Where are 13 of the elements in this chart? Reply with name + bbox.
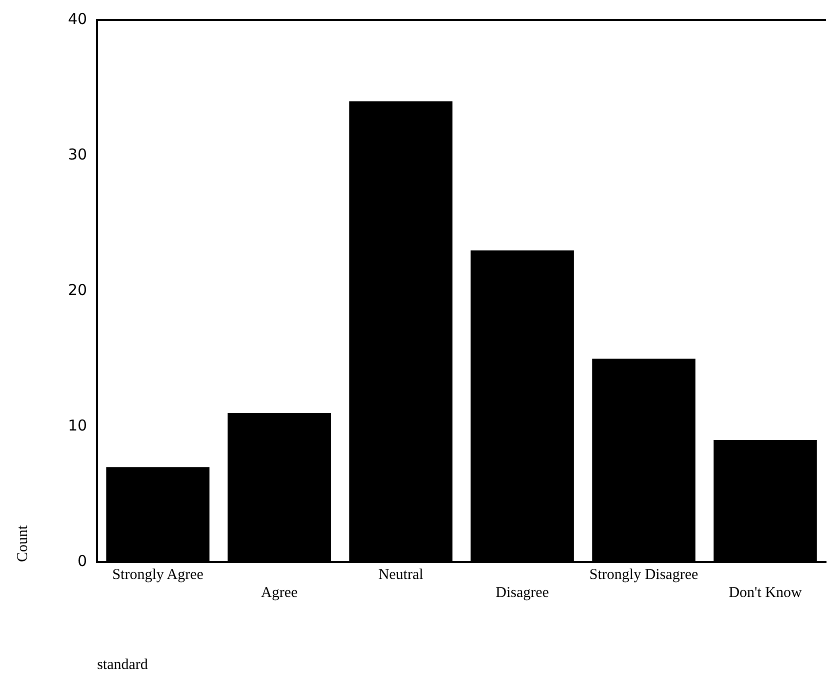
x-tick-label: Disagree xyxy=(496,584,550,601)
x-tick-label: Don't Know xyxy=(728,584,802,601)
y-tick-label: 30 xyxy=(68,145,88,164)
y-tick-label: 40 xyxy=(68,10,88,28)
y-tick-label: 10 xyxy=(68,416,88,434)
x-tick-label: Strongly Agree xyxy=(112,566,204,583)
x-axis-title: standard xyxy=(97,656,148,673)
y-axis-title: Count xyxy=(14,524,31,562)
y-tick-label: 0 xyxy=(78,552,88,570)
x-tick-label: Strongly Disagree xyxy=(589,566,698,583)
x-tick-label: Agree xyxy=(260,584,298,601)
x-tick-label: Neutral xyxy=(378,566,424,583)
y-tick-label: 20 xyxy=(68,280,88,299)
